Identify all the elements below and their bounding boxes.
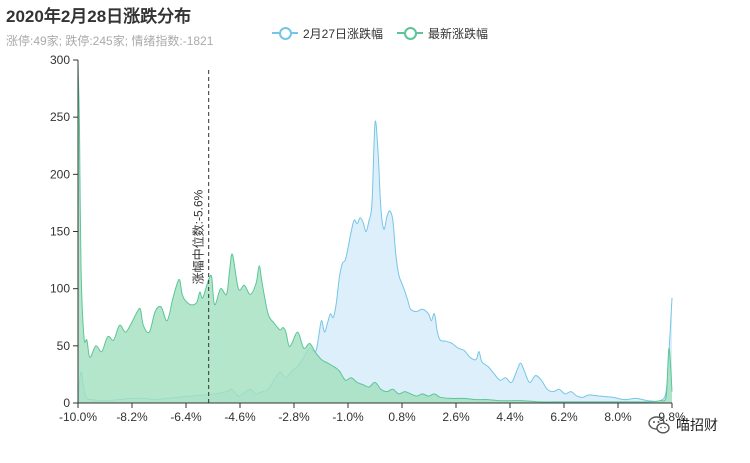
watermark-text: 喵招财 [676,417,718,433]
x-tick-label: -4.6% [224,410,256,424]
x-tick-label: 2.6% [442,410,470,424]
chart-subtitle: 涨停:49家; 跌停:245家; 情绪指数:-1821 [6,34,214,48]
legend-swatch-prev [272,26,298,40]
y-tick-label: 0 [63,396,70,410]
y-tick-label: 150 [50,225,70,239]
chart-title: 2020年2月28日涨跌分布 [6,7,192,26]
x-tick-label: 0.8% [388,410,416,424]
annotation-layer: 涨幅中位数:-5.6% [191,70,210,403]
legend-item-new[interactable]: 最新涨跌幅 [397,25,488,42]
x-tick-label: 4.4% [496,410,524,424]
x-tick-label: 9.8% [658,410,686,424]
x-tick-label: -10.0% [59,410,97,424]
legend-label-prev: 2月27日涨跌幅 [303,26,384,41]
median-marker-label: 涨幅中位数:-5.6% [191,189,206,284]
y-tick-label: 200 [50,167,70,181]
series-area-prev [78,121,672,403]
x-tick-label: -1.0% [332,410,364,424]
y-tick-label: 300 [50,53,70,67]
wechat-icon [648,416,670,434]
series-layer [77,62,673,404]
y-tick-label: 250 [50,110,70,124]
legend-label-new: 最新涨跌幅 [428,26,489,41]
x-tick-label: 8.0% [604,410,632,424]
series-area-new [78,62,672,404]
legend-swatch-new [397,26,424,40]
series-line-new [77,62,673,403]
watermark: 喵招财 [647,413,718,437]
x-tick-label: -6.4% [170,410,202,424]
y-tick-label: 50 [57,339,71,353]
legend-item-prev[interactable]: 2月27日涨跌幅 [272,25,383,42]
y-tick-label: 100 [50,282,70,296]
axis-layer: 0 50 100 150 200 250 300 -10.0% -8.2% -6.4% -4.6% -… [50,53,686,424]
legend: 2月27日涨跌幅 最新涨跌幅 [272,24,502,42]
x-tick-label: 6.2% [550,410,578,424]
x-tick-label: -2.8% [278,410,310,424]
x-tick-label: -8.2% [116,410,148,424]
